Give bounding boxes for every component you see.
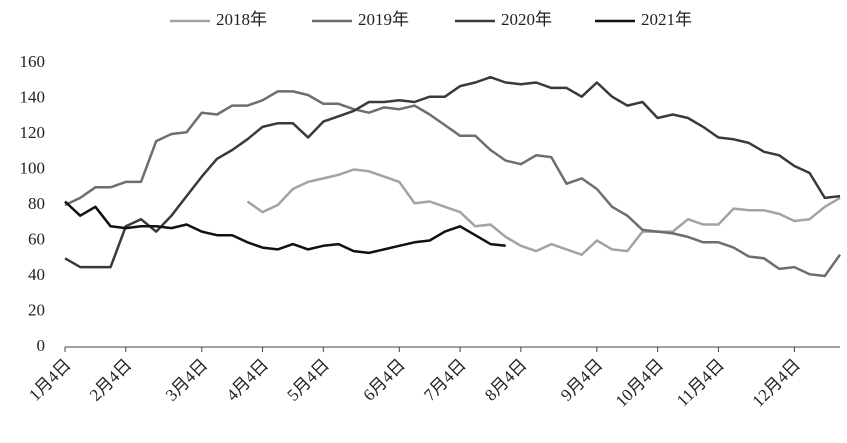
x-tick-label: 12月4日 [748, 355, 804, 411]
y-tick-label: 120 [20, 123, 46, 142]
x-tick-label: 11月4日 [673, 355, 728, 410]
x-tick-label: 10月4日 [612, 355, 668, 411]
legend-label: 2021年 [641, 10, 692, 29]
series-line [64, 90, 842, 278]
x-tick-label: 7月4日 [420, 355, 469, 404]
series-line [246, 168, 841, 256]
y-tick-label: 20 [28, 300, 45, 319]
x-tick-label: 5月4日 [283, 355, 332, 404]
x-tick-label: 1月4日 [25, 355, 74, 404]
series-line [64, 200, 506, 255]
x-tick-label: 2月4日 [86, 355, 135, 404]
x-tick-label: 4月4日 [223, 355, 272, 404]
y-tick-label: 40 [28, 265, 45, 284]
x-tick-label: 6月4日 [359, 355, 408, 404]
legend-label: 2019年 [358, 10, 409, 29]
y-tick-label: 100 [20, 158, 46, 177]
series-line [64, 75, 841, 269]
legend-label: 2020年 [501, 10, 552, 29]
x-tick-label: 9月4日 [557, 355, 606, 404]
x-tick-label: 8月4日 [481, 355, 530, 404]
y-tick-label: 80 [28, 194, 45, 213]
y-tick-label: 160 [20, 52, 46, 71]
y-tick-label: 140 [20, 87, 46, 106]
y-tick-label: 0 [37, 336, 46, 355]
legend-label: 2018年 [216, 10, 267, 29]
x-tick-label: 3月4日 [162, 355, 211, 404]
y-tick-label: 60 [28, 229, 45, 248]
